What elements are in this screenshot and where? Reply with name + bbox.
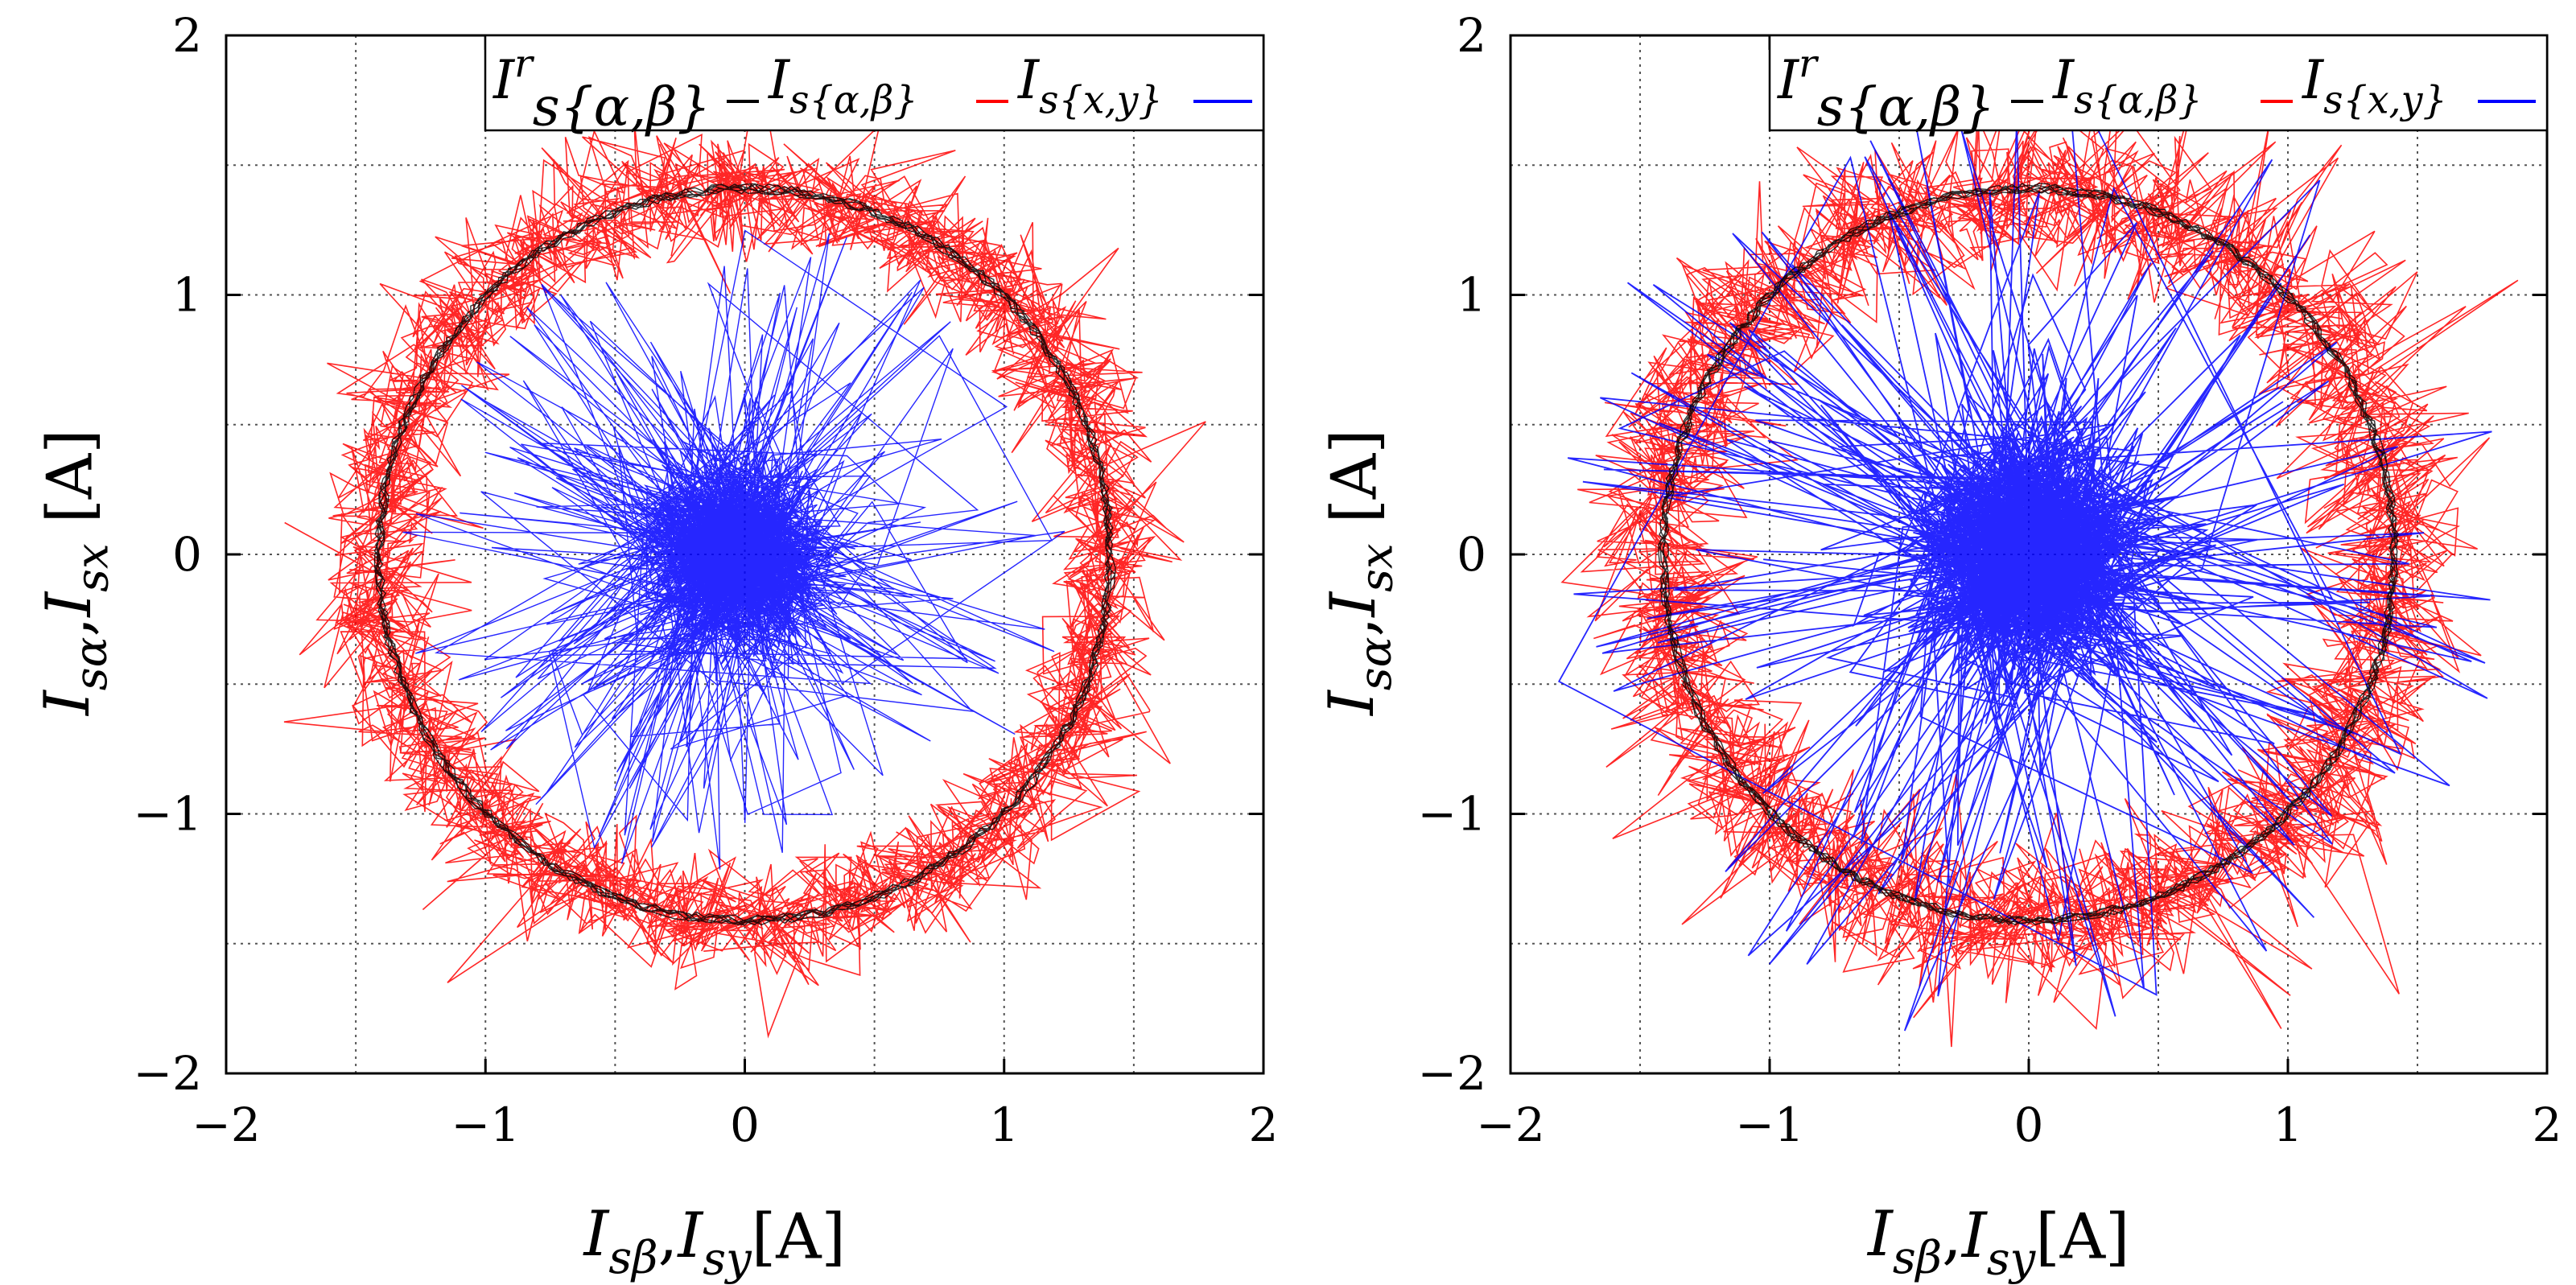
y-tick-label: −1 (134, 787, 203, 842)
plot-content (1557, 51, 2519, 1048)
x-tick-label: 2 (2533, 1098, 2562, 1152)
y-tick-label: 0 (172, 527, 202, 582)
y-tick-label: 0 (1457, 527, 1486, 582)
legend-label-measured-x-y: Is{x,y} (2302, 49, 2447, 122)
x-tick-label: 0 (730, 1098, 760, 1152)
y-tick-label: 1 (1457, 268, 1486, 323)
x-tick-label: 1 (989, 1098, 1019, 1152)
right-panel: −2 −1 0 1 2 −2 −1 0 1 2 Isβ,Isy[A] Isα,Isx [A] Irs{α… (1316, 8, 2562, 1285)
x-tick-label: −1 (451, 1098, 521, 1152)
left-panel: −2 −1 0 1 2 −2 −1 0 1 2 Isβ,Isy[A] Isα,Isx [A] Irs{α… (31, 8, 1278, 1285)
legend-box (484, 34, 1265, 132)
x-tick-label: −2 (192, 1098, 261, 1152)
x-axis-label: Isβ,Isy[A] (583, 1198, 846, 1285)
series-measured-x-y (1557, 64, 2492, 1032)
legend-box (1768, 34, 2549, 132)
x-tick-label: 0 (2014, 1098, 2044, 1152)
y-axis-label: Isα,Isx [A] (31, 429, 119, 717)
y-tick-label: 2 (172, 8, 202, 63)
series-measured-x-y (402, 229, 1065, 870)
x-tick-label: −1 (1735, 1098, 1804, 1152)
legend-label-measured-x-y: Is{x,y} (1017, 49, 1163, 122)
series-reference-alpha-beta (1658, 183, 2400, 926)
legend-label-reference: Irs{α,β} (493, 43, 711, 138)
x-axis-label: Isβ,Isy[A] (1866, 1198, 2129, 1285)
y-tick-label: −2 (134, 1046, 203, 1101)
plot-content (283, 64, 1206, 1039)
x-tick-label: 2 (1249, 1098, 1279, 1152)
y-tick-label: −2 (1418, 1046, 1487, 1101)
y-tick-label: 1 (172, 268, 202, 323)
y-tick-label: 2 (1457, 8, 1486, 63)
x-tick-label: 1 (2273, 1098, 2303, 1152)
series-reference-alpha-beta (373, 183, 1116, 926)
legend-label-measured-alpha-beta: Is{α,β} (768, 49, 918, 122)
y-axis-label: Isα,Isx [A] (1316, 429, 1403, 717)
legend-label-reference: Irs{α,β} (1777, 43, 1995, 138)
y-tick-label: −1 (1418, 787, 1487, 842)
legend-label-measured-alpha-beta: Is{α,β} (2052, 49, 2203, 122)
x-tick-label: −2 (1476, 1098, 1545, 1152)
